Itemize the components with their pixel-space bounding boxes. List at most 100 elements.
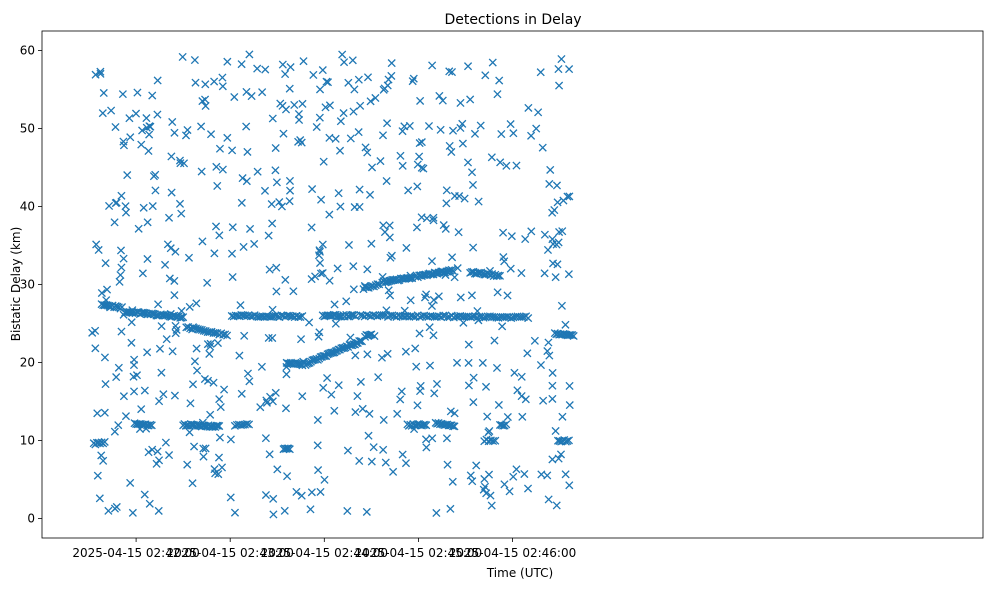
detection-point bbox=[96, 67, 105, 76]
detection-point bbox=[421, 435, 431, 444]
detection-point bbox=[98, 109, 107, 118]
detection-point bbox=[319, 351, 328, 361]
detection-point bbox=[496, 158, 505, 167]
detection-point bbox=[406, 296, 415, 305]
detection-point bbox=[228, 223, 237, 232]
detection-point bbox=[551, 273, 560, 282]
detection-point bbox=[557, 301, 566, 310]
detection-point bbox=[171, 247, 180, 256]
detection-point bbox=[188, 323, 198, 332]
detection-point bbox=[179, 159, 189, 168]
detection-point bbox=[119, 392, 128, 401]
detection-point bbox=[509, 472, 518, 481]
detection-point bbox=[464, 340, 473, 349]
detection-point bbox=[166, 244, 175, 253]
detection-point bbox=[112, 198, 121, 207]
detection-point bbox=[223, 331, 232, 340]
detection-point bbox=[157, 322, 166, 331]
detection-point bbox=[245, 50, 254, 59]
detection-point bbox=[384, 286, 393, 295]
detection-point bbox=[502, 420, 511, 429]
detection-point bbox=[296, 312, 305, 321]
detection-point bbox=[230, 508, 240, 517]
detection-point bbox=[279, 129, 288, 138]
detection-point bbox=[442, 434, 452, 443]
detection-point bbox=[503, 291, 512, 300]
detection-point bbox=[245, 377, 254, 386]
detection-point bbox=[170, 291, 179, 300]
detection-point bbox=[237, 60, 246, 69]
detection-point bbox=[338, 50, 347, 59]
detection-point bbox=[307, 223, 316, 232]
detection-point bbox=[373, 280, 382, 289]
detection-point bbox=[558, 227, 567, 236]
detection-point bbox=[441, 270, 450, 280]
detection-point bbox=[211, 222, 221, 231]
detection-point bbox=[143, 218, 152, 227]
detection-point bbox=[428, 61, 437, 70]
detection-point bbox=[139, 203, 148, 212]
detection-point bbox=[133, 88, 142, 97]
detection-point bbox=[185, 428, 194, 437]
detection-point bbox=[336, 117, 345, 126]
detection-point bbox=[215, 421, 224, 431]
detection-point bbox=[267, 200, 276, 209]
detection-point bbox=[220, 385, 229, 394]
detection-point bbox=[315, 246, 324, 255]
detection-point bbox=[349, 107, 358, 116]
detection-point bbox=[296, 335, 306, 344]
detection-point bbox=[406, 271, 415, 280]
detection-point bbox=[334, 189, 343, 198]
detection-point bbox=[422, 443, 431, 452]
detection-point bbox=[102, 296, 111, 305]
detection-point bbox=[172, 325, 181, 334]
detection-point bbox=[154, 300, 163, 309]
detection-point bbox=[428, 434, 437, 443]
detection-point bbox=[369, 443, 378, 452]
detection-point bbox=[105, 201, 114, 210]
detection-point bbox=[281, 69, 290, 79]
detection-point bbox=[296, 136, 305, 145]
detection-point bbox=[307, 275, 316, 284]
detection-point bbox=[325, 210, 334, 219]
detection-point bbox=[382, 306, 391, 315]
detection-point bbox=[93, 471, 102, 480]
detection-point bbox=[545, 351, 554, 360]
detection-point bbox=[355, 336, 364, 346]
detection-point bbox=[530, 336, 539, 345]
detection-point bbox=[448, 477, 457, 486]
detection-point bbox=[331, 319, 340, 328]
detection-point bbox=[459, 318, 468, 327]
detection-point bbox=[250, 239, 259, 249]
detection-point bbox=[190, 442, 199, 451]
detection-point bbox=[95, 494, 104, 503]
detection-point bbox=[92, 240, 101, 249]
detection-point bbox=[334, 312, 343, 321]
detection-point bbox=[548, 259, 558, 268]
detection-point bbox=[517, 268, 526, 278]
detection-point bbox=[402, 243, 411, 252]
detection-point bbox=[206, 410, 215, 419]
detection-point bbox=[213, 421, 222, 430]
detection-point bbox=[237, 389, 246, 398]
y-tick-label: 10 bbox=[20, 434, 35, 448]
detection-point bbox=[151, 170, 160, 179]
detection-point bbox=[456, 123, 465, 133]
detection-point bbox=[429, 295, 438, 305]
detection-point bbox=[351, 351, 360, 360]
detection-point bbox=[227, 249, 237, 258]
detection-point bbox=[164, 451, 174, 460]
detection-point bbox=[239, 242, 248, 251]
detection-point bbox=[443, 313, 452, 322]
detection-point bbox=[167, 188, 176, 197]
detection-point bbox=[129, 372, 138, 381]
detection-point bbox=[561, 470, 570, 479]
detection-point bbox=[495, 271, 505, 280]
detection-point bbox=[268, 305, 277, 314]
detection-point bbox=[101, 259, 110, 268]
y-tick-label: 20 bbox=[20, 356, 35, 370]
detection-point bbox=[119, 141, 129, 150]
detection-point bbox=[466, 471, 475, 480]
detection-point bbox=[271, 143, 280, 153]
